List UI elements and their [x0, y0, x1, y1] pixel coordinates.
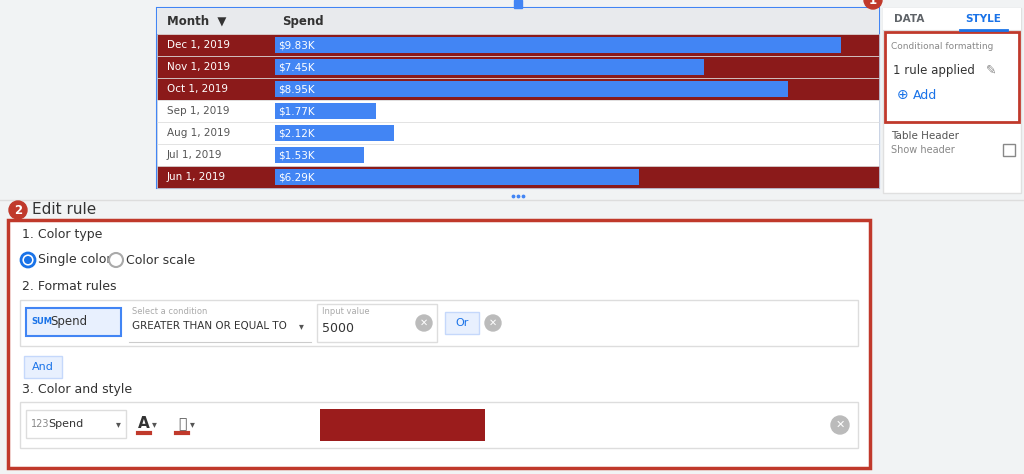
Text: ⊕: ⊕ [897, 88, 908, 102]
Text: 1 rule applied: 1 rule applied [893, 64, 975, 76]
Text: Single color: Single color [38, 254, 112, 266]
FancyBboxPatch shape [275, 147, 365, 163]
FancyBboxPatch shape [24, 356, 62, 378]
Text: 5000: 5000 [322, 321, 354, 335]
FancyBboxPatch shape [1002, 144, 1015, 156]
FancyBboxPatch shape [157, 56, 879, 78]
FancyBboxPatch shape [275, 125, 394, 141]
Text: ⛾: ⛾ [178, 417, 186, 431]
Text: ▾: ▾ [116, 419, 121, 429]
Circle shape [864, 0, 882, 9]
Circle shape [24, 256, 32, 264]
Text: Nov 1, 2019: Nov 1, 2019 [167, 62, 230, 72]
Text: 1. Color type: 1. Color type [22, 228, 102, 240]
Circle shape [416, 315, 432, 331]
FancyBboxPatch shape [157, 100, 879, 122]
FancyBboxPatch shape [445, 312, 479, 334]
Text: Spend: Spend [282, 15, 324, 27]
Text: ✎: ✎ [986, 64, 996, 76]
Text: $7.45K: $7.45K [278, 62, 314, 72]
Circle shape [485, 315, 501, 331]
Text: STYLE: STYLE [965, 14, 1000, 24]
Text: 1: 1 [869, 0, 878, 7]
FancyBboxPatch shape [157, 144, 879, 166]
Text: 3. Color and style: 3. Color and style [22, 383, 132, 396]
Text: Conditional formatting: Conditional formatting [891, 42, 993, 51]
FancyBboxPatch shape [883, 8, 1021, 193]
FancyBboxPatch shape [8, 220, 870, 468]
Text: Spend: Spend [50, 316, 87, 328]
Text: Select a condition: Select a condition [132, 307, 208, 316]
FancyBboxPatch shape [317, 304, 437, 342]
FancyBboxPatch shape [157, 34, 879, 56]
Text: A: A [138, 417, 150, 431]
Text: $1.77K: $1.77K [278, 106, 314, 116]
Text: Oct 1, 2019: Oct 1, 2019 [167, 84, 228, 94]
Text: DATA: DATA [894, 14, 925, 24]
Circle shape [831, 416, 849, 434]
Text: Or: Or [456, 318, 469, 328]
Text: 123: 123 [31, 419, 49, 429]
Text: Spend: Spend [48, 419, 83, 429]
FancyBboxPatch shape [319, 409, 485, 441]
FancyBboxPatch shape [157, 8, 879, 188]
Text: Edit rule: Edit rule [32, 202, 96, 218]
Text: Dec 1, 2019: Dec 1, 2019 [167, 40, 230, 50]
FancyBboxPatch shape [275, 169, 639, 185]
Circle shape [22, 253, 35, 267]
Text: Month  ▼: Month ▼ [167, 15, 226, 27]
Text: $6.29K: $6.29K [278, 172, 314, 182]
Text: Jun 1, 2019: Jun 1, 2019 [167, 172, 226, 182]
Text: $8.95K: $8.95K [278, 84, 314, 94]
Text: Jul 1, 2019: Jul 1, 2019 [167, 150, 222, 160]
Text: ▾: ▾ [189, 419, 195, 429]
Text: ▾: ▾ [299, 321, 303, 331]
Text: Show header: Show header [891, 145, 954, 155]
FancyBboxPatch shape [20, 402, 858, 448]
Text: Aug 1, 2019: Aug 1, 2019 [167, 128, 230, 138]
FancyBboxPatch shape [157, 8, 879, 34]
Text: ✕: ✕ [420, 318, 428, 328]
FancyBboxPatch shape [275, 37, 841, 53]
Text: 2. Format rules: 2. Format rules [22, 280, 117, 292]
Circle shape [9, 201, 27, 219]
Text: Color scale: Color scale [126, 254, 196, 266]
FancyBboxPatch shape [275, 103, 377, 119]
FancyBboxPatch shape [275, 81, 787, 97]
FancyBboxPatch shape [885, 32, 1019, 122]
Text: Table Header: Table Header [891, 131, 959, 141]
FancyBboxPatch shape [20, 300, 858, 346]
FancyBboxPatch shape [883, 8, 1021, 30]
Text: ▾: ▾ [152, 419, 157, 429]
FancyBboxPatch shape [157, 78, 879, 100]
Circle shape [109, 253, 123, 267]
FancyBboxPatch shape [157, 166, 879, 188]
Text: Sep 1, 2019: Sep 1, 2019 [167, 106, 229, 116]
Text: $2.12K: $2.12K [278, 128, 314, 138]
Text: ✕: ✕ [488, 318, 497, 328]
Text: Add: Add [913, 89, 937, 101]
Text: $9.83K: $9.83K [278, 40, 314, 50]
Text: SUM: SUM [31, 318, 52, 327]
Text: $1.53K: $1.53K [278, 150, 314, 160]
FancyBboxPatch shape [26, 308, 121, 336]
FancyBboxPatch shape [26, 410, 126, 438]
Text: GREATER THAN OR EQUAL TO: GREATER THAN OR EQUAL TO [132, 321, 287, 331]
Text: 2: 2 [14, 203, 23, 217]
FancyBboxPatch shape [157, 122, 879, 144]
Text: ✕: ✕ [836, 420, 845, 430]
Text: And: And [32, 362, 54, 372]
Text: Input value: Input value [322, 308, 370, 317]
FancyBboxPatch shape [275, 59, 705, 75]
